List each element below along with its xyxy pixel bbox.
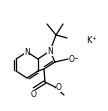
Text: O: O [31, 90, 37, 99]
Text: N: N [24, 48, 30, 56]
Text: +: + [91, 36, 96, 41]
Text: N: N [47, 47, 53, 56]
Text: O: O [69, 55, 75, 63]
Text: −: − [74, 55, 78, 60]
Text: O: O [56, 82, 62, 91]
Text: K: K [86, 36, 91, 45]
